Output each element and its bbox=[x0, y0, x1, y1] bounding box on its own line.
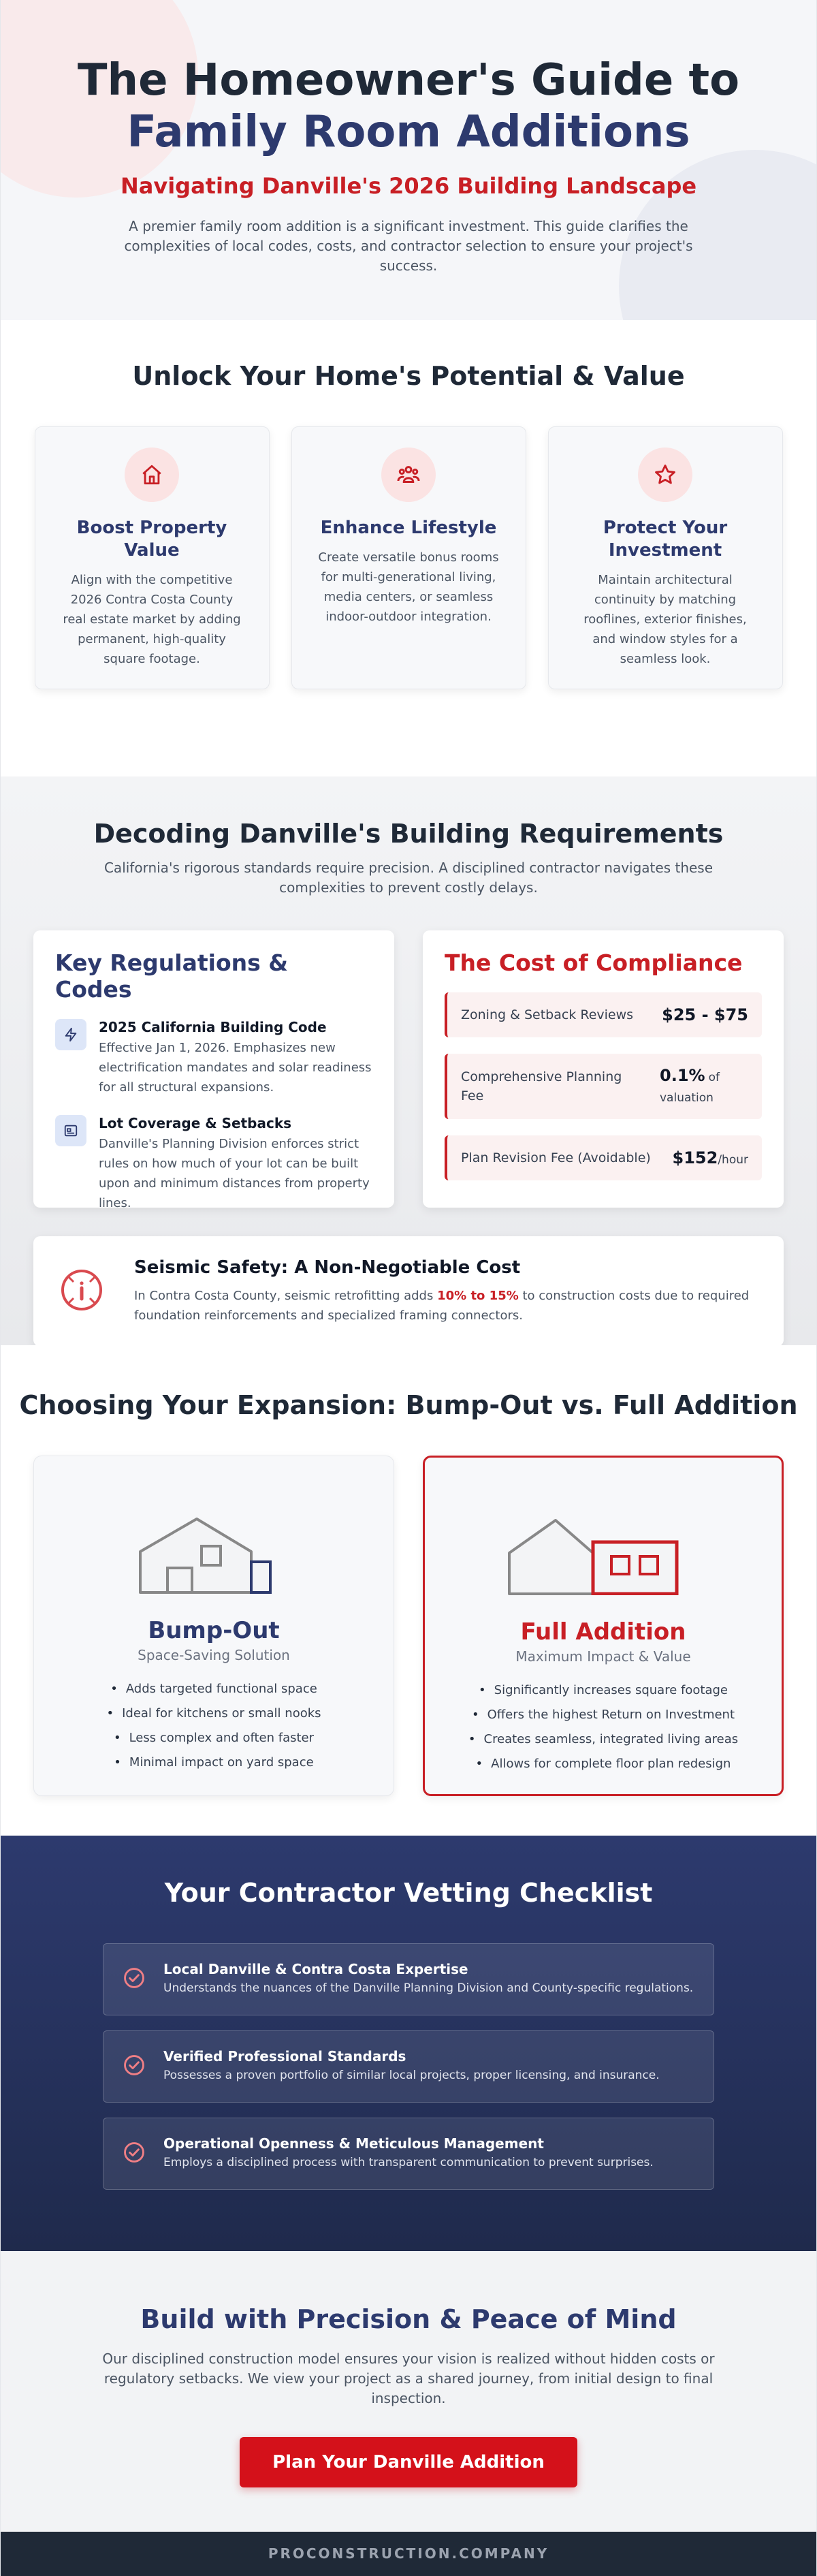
seismic-text-end: to construction costs due to required fo… bbox=[134, 1289, 750, 1323]
option-points: Adds targeted functional space Ideal for… bbox=[34, 1677, 394, 1775]
regulation-title: 2025 California Building Code bbox=[99, 1019, 327, 1035]
check-circle-icon bbox=[123, 2141, 146, 2167]
expansion-section: Choosing Your Expansion: Bump-Out vs. Fu… bbox=[1, 1345, 816, 1836]
bump-out-house-illustration bbox=[34, 1498, 394, 1597]
benefit-text: Maintain architectural continuity by mat… bbox=[583, 573, 747, 666]
seismic-text: In Contra Costa County, seismic retrofit… bbox=[134, 1286, 759, 1325]
cost-panel: The Cost of Compliance Zoning & Setback … bbox=[423, 930, 784, 1208]
list-item: Less complex and often faster bbox=[34, 1726, 394, 1750]
checklist-item-text: Understands the nuances of the Danville … bbox=[163, 1981, 694, 1995]
hero-lead: A premier family room addition is a sign… bbox=[124, 218, 693, 274]
benefit-card: Boost Property Value Align with the comp… bbox=[34, 426, 270, 689]
benefits-section: Unlock Your Home's Potential & Value Boo… bbox=[1, 320, 816, 776]
regulation-item: 2025 California Building Code Effective … bbox=[55, 1019, 372, 1097]
option-tagline: Maximum Impact & Value bbox=[515, 1648, 691, 1665]
benefit-text: Align with the competitive 2026 Contra C… bbox=[63, 573, 241, 666]
checklist-item-title: Verified Professional Standards bbox=[163, 2048, 406, 2064]
cost-row: Comprehensive Planning Fee 0.1% of valua… bbox=[445, 1054, 762, 1119]
checklist-item-text: Possesses a proven portfolio of similar … bbox=[163, 2069, 660, 2082]
benefit-card: Protect Your Investment Maintain archite… bbox=[547, 426, 783, 689]
option-tagline: Space-Saving Solution bbox=[138, 1647, 290, 1663]
regulation-text: Effective Jan 1, 2026. Emphasizes new el… bbox=[99, 1041, 372, 1095]
section-title: Decoding Danville's Building Requirement… bbox=[93, 819, 724, 849]
section-title: Choosing Your Expansion: Bump-Out vs. Fu… bbox=[19, 1390, 798, 1420]
benefit-title: Boost Property Value bbox=[76, 518, 227, 561]
checklist-item-title: Local Danville & Contra Costa Expertise bbox=[163, 1961, 468, 1977]
checklist-item-text: Employs a disciplined process with trans… bbox=[163, 2156, 654, 2169]
list-item: Minimal impact on yard space bbox=[34, 1750, 394, 1775]
plan-addition-button[interactable]: Plan Your Danville Addition bbox=[240, 2437, 577, 2487]
page-title-line1: The Homeowner's Guide to bbox=[77, 55, 740, 106]
section-title: Your Contractor Vetting Checklist bbox=[164, 1878, 653, 1908]
cost-amount: $25 - $75 bbox=[662, 1005, 748, 1024]
checklist-item: Verified Professional Standards Possesse… bbox=[103, 2030, 714, 2103]
list-item: Offers the highest Return on Investment bbox=[425, 1703, 782, 1727]
cost-unit: of valuation bbox=[660, 1070, 720, 1105]
page-title: The Homeowner's Guide to Family Room Add… bbox=[1, 54, 816, 158]
cta-section: Build with Precision & Peace of Mind Our… bbox=[1, 2251, 816, 2532]
list-item: Creates seamless, integrated living area… bbox=[425, 1727, 782, 1752]
checklist-item: Local Danville & Contra Costa Expertise … bbox=[103, 1943, 714, 2015]
requirements-section: Decoding Danville's Building Requirement… bbox=[1, 776, 816, 1347]
cost-label: Plan Revision Fee (Avoidable) bbox=[461, 1150, 651, 1165]
section-title: Unlock Your Home's Potential & Value bbox=[132, 361, 685, 391]
benefit-title: Protect Your Investment bbox=[603, 518, 728, 561]
regulation-item: Lot Coverage & Setbacks Danville's Plann… bbox=[55, 1115, 372, 1213]
home-icon bbox=[125, 447, 179, 502]
hero-section: The Homeowner's Guide to Family Room Add… bbox=[1, 0, 816, 320]
regulations-panel: Key Regulations & Codes 2025 California … bbox=[33, 930, 394, 1210]
star-icon bbox=[638, 447, 692, 502]
alert-icon bbox=[58, 1266, 106, 1317]
bolt-icon bbox=[55, 1019, 86, 1050]
benefit-text: Create versatile bonus rooms for multi-g… bbox=[318, 550, 499, 624]
cost-unit: /hour bbox=[718, 1153, 748, 1167]
benefit-title: Enhance Lifestyle bbox=[320, 518, 497, 538]
seismic-text-start: In Contra Costa County, seismic retrofit… bbox=[134, 1289, 438, 1303]
footer-brand: PROCONSTRUCTION.COMPANY bbox=[268, 2545, 549, 2562]
checklist-section: Your Contractor Vetting Checklist Local … bbox=[1, 1836, 816, 2251]
page-title-line2: Family Room Additions bbox=[127, 107, 690, 157]
checklist-item-title: Operational Openness & Meticulous Manage… bbox=[163, 2135, 544, 2152]
regulation-title: Lot Coverage & Setbacks bbox=[99, 1115, 292, 1131]
list-item: Significantly increases square footage bbox=[425, 1678, 782, 1703]
layout-icon bbox=[55, 1115, 86, 1146]
list-item: Ideal for kitchens or small nooks bbox=[34, 1701, 394, 1726]
list-item: Allows for complete floor plan redesign bbox=[425, 1752, 782, 1776]
cta-title: Build with Precision & Peace of Mind bbox=[140, 2304, 677, 2334]
list-item: Adds targeted functional space bbox=[34, 1677, 394, 1701]
checklist-item: Operational Openness & Meticulous Manage… bbox=[103, 2118, 714, 2190]
page-subtitle: Navigating Danville's 2026 Building Land… bbox=[120, 173, 697, 199]
section-intro: California's rigorous standards require … bbox=[103, 860, 714, 896]
regulation-text: Danville's Planning Division enforces st… bbox=[99, 1137, 370, 1210]
cost-row: Plan Revision Fee (Avoidable) $152/hour bbox=[445, 1135, 762, 1180]
full-addition-house-illustration bbox=[425, 1500, 782, 1598]
cost-row: Zoning & Setback Reviews $25 - $75 bbox=[445, 992, 762, 1037]
check-circle-icon bbox=[123, 1966, 146, 1992]
family-icon bbox=[381, 447, 436, 502]
cost-label: Comprehensive Planning Fee bbox=[461, 1069, 622, 1103]
benefit-card: Enhance Lifestyle Create versatile bonus… bbox=[291, 426, 526, 689]
option-card-bump-out: Bump-Out Space-Saving Solution Adds targ… bbox=[33, 1456, 394, 1796]
option-points: Significantly increases square footage O… bbox=[425, 1678, 782, 1776]
seismic-title: Seismic Safety: A Non-Negotiable Cost bbox=[134, 1257, 521, 1278]
cost-amount: $152 bbox=[672, 1148, 718, 1167]
cost-label: Zoning & Setback Reviews bbox=[461, 1007, 634, 1022]
option-card-full-addition: Full Addition Maximum Impact & Value Sig… bbox=[423, 1456, 784, 1796]
cost-amount: 0.1% bbox=[660, 1065, 705, 1085]
check-circle-icon bbox=[123, 2054, 146, 2079]
seismic-callout: Seismic Safety: A Non-Negotiable Cost In… bbox=[33, 1236, 784, 1347]
panel-title: Key Regulations & Codes bbox=[55, 949, 289, 1003]
seismic-highlight: 10% to 15% bbox=[437, 1289, 519, 1303]
option-title: Full Addition bbox=[520, 1618, 686, 1646]
option-title: Bump-Out bbox=[148, 1617, 280, 1644]
footer: PROCONSTRUCTION.COMPANY bbox=[1, 2532, 816, 2576]
cta-text: Our disciplined construction model ensur… bbox=[102, 2351, 715, 2406]
panel-title: The Cost of Compliance bbox=[445, 949, 743, 976]
